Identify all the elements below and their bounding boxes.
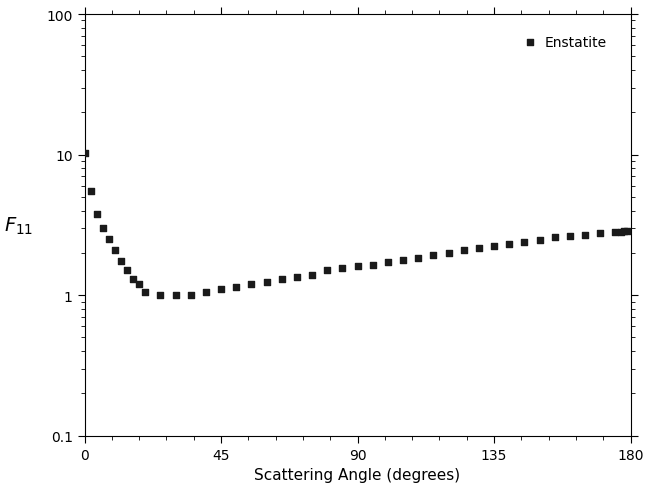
Enstatite xyxy=(428,252,439,260)
Enstatite xyxy=(383,259,393,267)
Enstatite xyxy=(155,292,166,300)
Enstatite xyxy=(79,150,90,158)
Enstatite xyxy=(103,236,114,244)
Enstatite xyxy=(140,289,150,297)
Enstatite xyxy=(595,230,605,238)
Legend: Enstatite: Enstatite xyxy=(516,31,613,56)
Enstatite xyxy=(98,224,108,232)
Enstatite xyxy=(128,276,138,284)
Enstatite xyxy=(549,234,560,242)
Enstatite xyxy=(201,289,211,297)
Enstatite xyxy=(565,232,575,240)
Enstatite xyxy=(261,278,272,286)
Enstatite xyxy=(352,263,363,271)
Enstatite xyxy=(231,283,241,291)
Enstatite xyxy=(92,210,102,218)
Enstatite xyxy=(504,241,514,249)
Enstatite xyxy=(534,236,545,244)
Enstatite xyxy=(398,257,408,265)
Enstatite xyxy=(246,281,257,289)
Enstatite xyxy=(610,229,621,237)
Enstatite xyxy=(616,228,627,236)
Enstatite xyxy=(276,276,287,284)
Enstatite xyxy=(519,239,530,247)
X-axis label: Scattering Angle (degrees): Scattering Angle (degrees) xyxy=(254,467,461,482)
Enstatite xyxy=(185,292,196,300)
Enstatite xyxy=(474,245,484,253)
Enstatite xyxy=(458,247,469,255)
Enstatite xyxy=(292,274,302,282)
Enstatite xyxy=(110,246,120,255)
Enstatite xyxy=(322,267,332,275)
Enstatite xyxy=(85,188,96,196)
Enstatite xyxy=(619,228,630,236)
Enstatite xyxy=(122,267,132,275)
Enstatite xyxy=(216,286,226,294)
Y-axis label: $F_{11}$: $F_{11}$ xyxy=(4,215,33,236)
Enstatite xyxy=(307,271,317,279)
Enstatite xyxy=(170,292,181,300)
Enstatite xyxy=(337,265,348,273)
Enstatite xyxy=(443,249,454,258)
Enstatite xyxy=(580,231,590,239)
Enstatite xyxy=(489,243,499,251)
Enstatite xyxy=(116,258,126,266)
Enstatite xyxy=(413,254,423,262)
Enstatite xyxy=(367,261,378,269)
Enstatite xyxy=(622,227,632,235)
Enstatite xyxy=(134,281,144,289)
